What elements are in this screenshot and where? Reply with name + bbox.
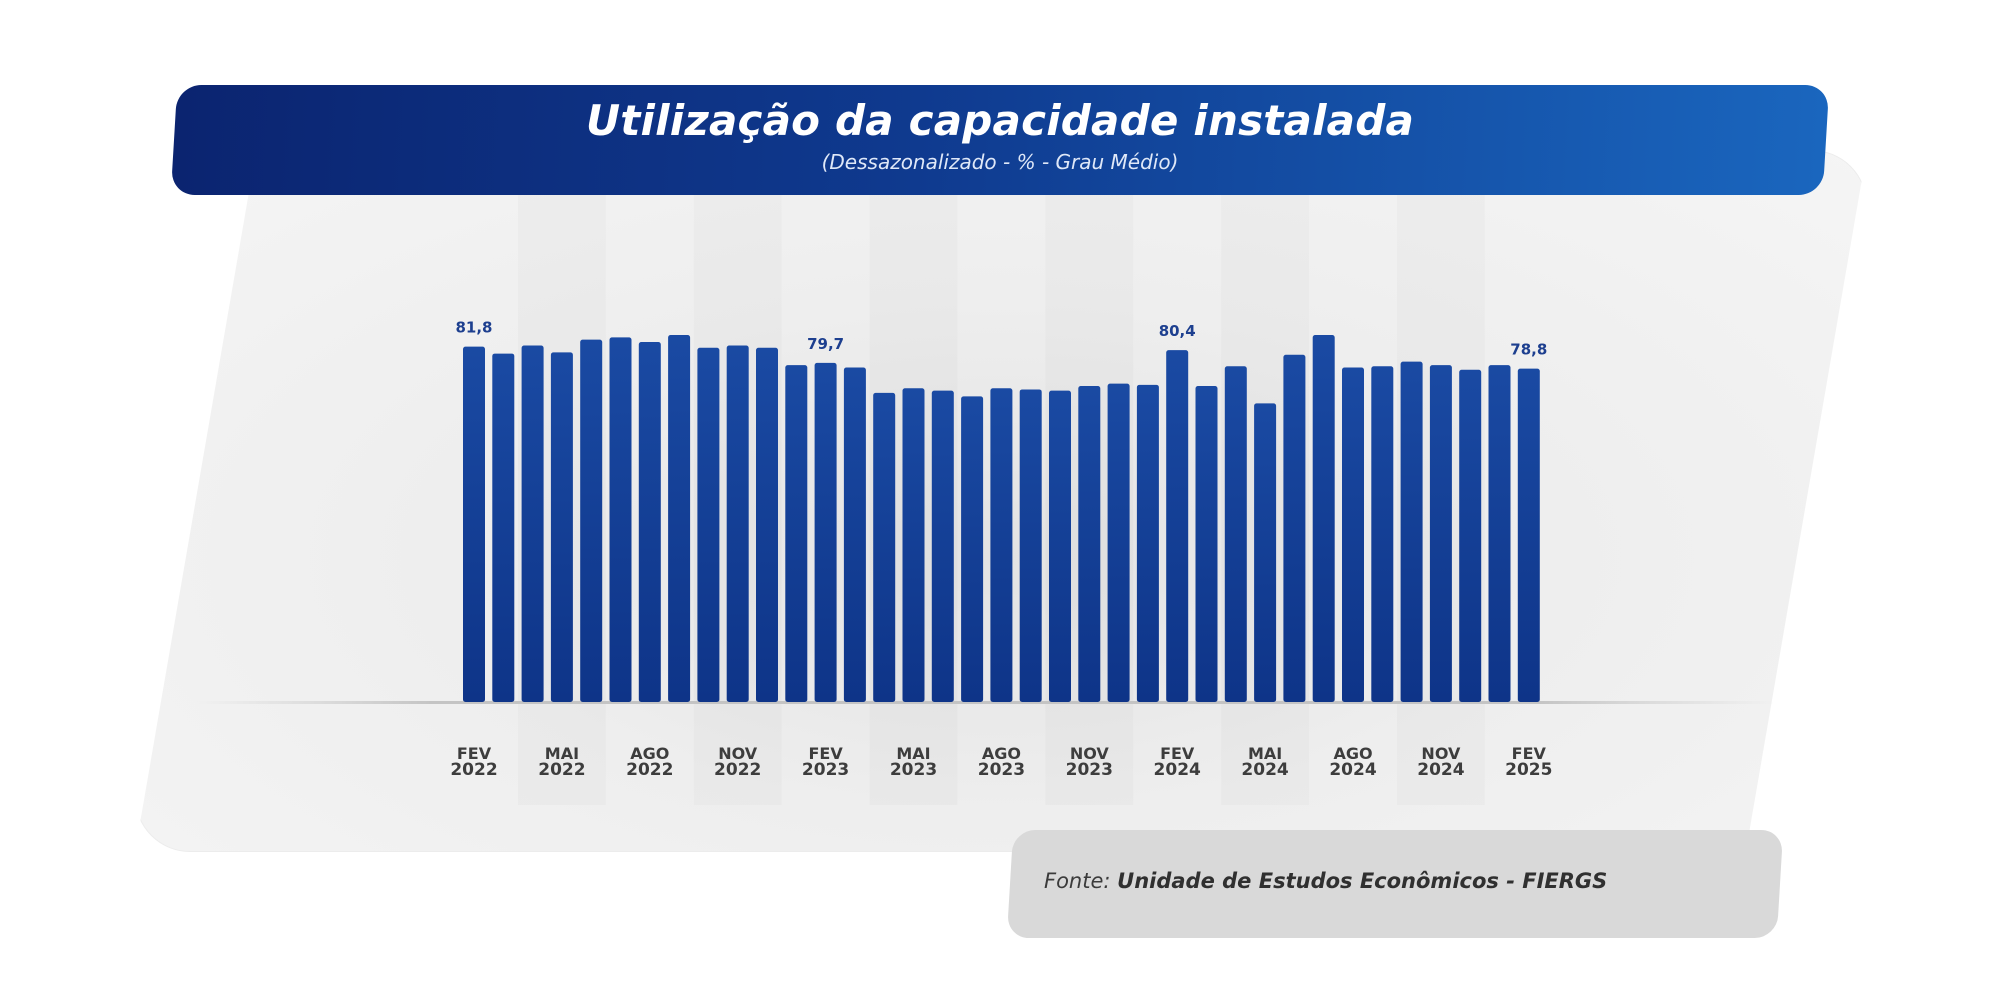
source-prefix: Fonte: <box>1044 869 1111 893</box>
data-label: 79,7 <box>807 335 844 353</box>
tick-label-month: NOV <box>1070 744 1110 763</box>
tick-label-month: MAI <box>1248 744 1282 763</box>
data-label: 81,8 <box>455 319 492 337</box>
tick-label-month: FEV <box>808 744 843 763</box>
tick-label-year: 2022 <box>538 760 585 780</box>
bar-jan-2024 <box>1136 384 1159 702</box>
tick-label-month: FEV <box>1160 744 1195 763</box>
data-label: 80,4 <box>1159 322 1196 340</box>
tick-label-year: 2022 <box>714 760 761 780</box>
bar-set-2023 <box>1019 389 1042 702</box>
tick-label-year: 2024 <box>1154 760 1201 780</box>
tick-label-month: AGO <box>630 744 669 763</box>
bar-ago-2022 <box>638 341 661 702</box>
bar-out-2022 <box>697 347 720 702</box>
source-note: Fonte: Unidade de Estudos Econômicos - F… <box>1044 869 1607 893</box>
bar-mai-2022 <box>550 352 573 702</box>
chart-subtitle: (Dessazonalizado - % - Grau Médio) <box>821 150 1179 174</box>
tick-label-year: 2025 <box>1505 760 1552 780</box>
bar-jul-2024 <box>1312 335 1335 702</box>
bar-jun-2022 <box>580 339 603 702</box>
tick-label-year: 2022 <box>450 760 497 780</box>
bar-nov-2024 <box>1429 365 1452 702</box>
tick-label-year: 2024 <box>1329 760 1376 780</box>
bar-mai-2024 <box>1254 403 1277 702</box>
bar-dez-2024 <box>1459 369 1482 702</box>
bar-ago-2024 <box>1342 367 1364 702</box>
bar-out-2023 <box>1049 390 1071 702</box>
bar-fev-2022 <box>463 346 485 702</box>
tick-label-year: 2023 <box>978 760 1025 780</box>
tick-label-month: MAI <box>545 744 579 763</box>
bar-abr-2024 <box>1224 366 1247 702</box>
source-name: Unidade de Estudos Econômicos - FIERGS <box>1117 869 1608 893</box>
bar-set-2024 <box>1371 366 1394 702</box>
baseline <box>195 701 1775 704</box>
bar-jan-2025 <box>1488 365 1511 702</box>
bar-dez-2022 <box>756 347 778 702</box>
tick-label-year: 2024 <box>1241 760 1288 780</box>
bar-mar-2024 <box>1195 385 1218 702</box>
bar-abr-2022 <box>521 345 544 702</box>
bar-abr-2023 <box>873 392 896 702</box>
bar-mai-2023 <box>902 388 925 702</box>
bar-jun-2024 <box>1283 354 1306 702</box>
chart-title: Utilização da capacidade instalada <box>585 96 1415 145</box>
tick-label-year: 2023 <box>802 760 849 780</box>
bar-jan-2023 <box>785 365 808 702</box>
bar-jun-2023 <box>931 390 954 702</box>
bar-jul-2022 <box>609 337 632 702</box>
tick-label-month: FEV <box>457 744 492 763</box>
bar-fev-2025 <box>1517 368 1540 702</box>
bar-fev-2023 <box>814 362 837 702</box>
tick-label-month: AGO <box>982 744 1021 763</box>
bar-nov-2023 <box>1078 385 1101 702</box>
data-label: 78,8 <box>1510 341 1547 359</box>
bar-mar-2023 <box>843 367 866 702</box>
tick-label-year: 2022 <box>626 760 673 780</box>
tick-label-month: AGO <box>1333 744 1372 763</box>
tick-label-month: NOV <box>1421 744 1461 763</box>
bar-mar-2022 <box>492 353 515 702</box>
tick-label-year: 2023 <box>890 760 937 780</box>
bar-fev-2024 <box>1166 350 1189 702</box>
tick-label-month: NOV <box>718 744 758 763</box>
bar-out-2024 <box>1400 361 1423 702</box>
bar-ago-2023 <box>990 388 1013 702</box>
bar-dez-2023 <box>1107 383 1130 702</box>
bar-jul-2023 <box>961 396 984 702</box>
tick-label-month: MAI <box>896 744 930 763</box>
tick-label-year: 2024 <box>1417 760 1464 780</box>
bar-nov-2022 <box>726 345 749 702</box>
tick-label-month: FEV <box>1512 744 1547 763</box>
bar-set-2022 <box>668 335 691 702</box>
tick-label-year: 2023 <box>1066 760 1113 780</box>
